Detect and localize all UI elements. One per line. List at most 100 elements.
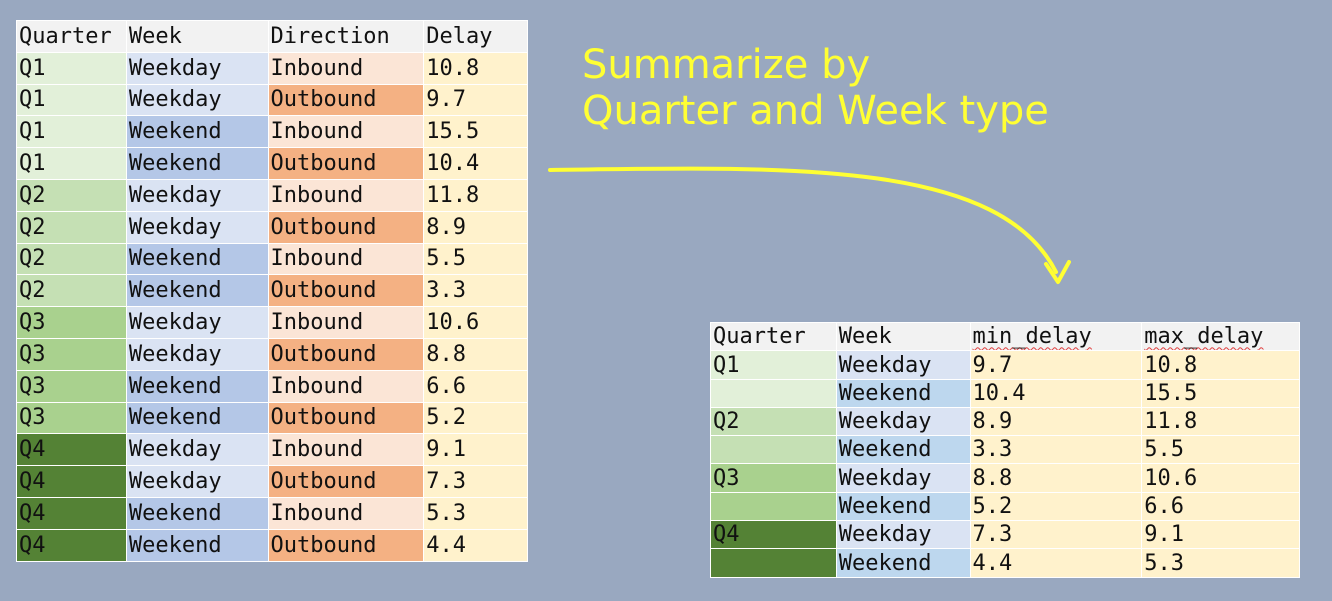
- caption-line-2: Quarter and Week type: [582, 88, 1049, 134]
- quarter-cell: Q1: [16, 83, 127, 117]
- min-delay-cell: 10.4: [969, 378, 1143, 408]
- table-row: Q1 Weekend Inbound 15.5: [16, 115, 528, 149]
- table-row: Q1 Weekend Outbound 10.4: [16, 147, 528, 180]
- week-cell: Weekend: [835, 548, 971, 578]
- delay-cell: 10.8: [423, 51, 528, 85]
- week-cell: Weekday: [125, 465, 269, 498]
- table-row: Q4 Weekend Inbound 5.3: [16, 496, 528, 530]
- table-row: Q2 Weekday Outbound 8.9: [16, 210, 528, 244]
- column-header: min_delay: [969, 321, 1143, 352]
- table-row: Q3 Weekend Outbound 5.2: [16, 401, 528, 435]
- week-cell: Weekend: [125, 115, 269, 149]
- column-header: Delay: [423, 20, 528, 53]
- summary-caption: Summarize by Quarter and Week type: [582, 42, 1049, 134]
- delay-cell: 11.8: [423, 178, 528, 212]
- max-delay-cell: 6.6: [1141, 491, 1300, 522]
- max-delay-cell: 15.5: [1141, 378, 1300, 408]
- delay-cell: 7.3: [423, 465, 528, 498]
- direction-cell: Outbound: [267, 528, 425, 562]
- quarter-cell: Q4: [16, 465, 127, 498]
- quarter-cell: Q2: [16, 242, 127, 276]
- column-header: Quarter: [16, 20, 127, 53]
- quarter-cell: Q4: [710, 520, 837, 550]
- week-cell: Weekend: [835, 435, 971, 465]
- direction-cell: Outbound: [267, 147, 425, 180]
- min-delay-cell: 4.4: [969, 548, 1143, 578]
- quarter-cell: Q2: [16, 210, 127, 244]
- table-row: Q4 Weekday Outbound 7.3: [16, 465, 528, 498]
- table-row: Q2 Weekday Inbound 11.8: [16, 178, 528, 212]
- direction-cell: Outbound: [267, 465, 425, 498]
- caption-line-1: Summarize by: [582, 42, 871, 88]
- direction-cell: Outbound: [267, 337, 425, 371]
- table-row: Q4 Weekend Outbound 4.4: [16, 528, 528, 562]
- direction-cell: Inbound: [267, 496, 425, 530]
- direction-cell: Inbound: [267, 115, 425, 149]
- week-cell: Weekday: [125, 210, 269, 244]
- table-row: Q3 Weekend Inbound 6.6: [16, 369, 528, 403]
- quarter-cell: Q3: [16, 401, 127, 435]
- max-delay-cell: 10.8: [1141, 350, 1300, 380]
- table-row: Weekend 10.4 15.5: [710, 378, 1300, 408]
- delay-cell: 15.5: [423, 115, 528, 149]
- max-delay-cell: 11.8: [1141, 406, 1300, 437]
- table-row: Weekend 5.2 6.6: [710, 491, 1300, 522]
- min-delay-cell: 8.9: [969, 406, 1143, 437]
- table-row: Q3 Weekday 8.8 10.6: [710, 463, 1300, 493]
- quarter-cell: Q1: [16, 51, 127, 85]
- table-header-row: Quarter Week Direction Delay: [16, 20, 528, 53]
- min-delay-cell: 7.3: [969, 520, 1143, 550]
- week-cell: Weekend: [125, 147, 269, 180]
- week-cell: Weekday: [835, 406, 971, 437]
- direction-cell: Inbound: [267, 433, 425, 467]
- week-cell: Weekend: [125, 274, 269, 308]
- delay-cell: 6.6: [423, 369, 528, 403]
- table-row: Weekend 3.3 5.5: [710, 435, 1300, 465]
- direction-cell: Outbound: [267, 83, 425, 117]
- quarter-cell: Q1: [16, 115, 127, 149]
- quarter-cell: Q3: [16, 306, 127, 339]
- direction-cell: Inbound: [267, 178, 425, 212]
- quarter-cell: Q3: [710, 463, 837, 493]
- table-row: Q3 Weekday Outbound 8.8: [16, 337, 528, 371]
- week-cell: Weekday: [125, 433, 269, 467]
- table-row: Q4 Weekday Inbound 9.1: [16, 433, 528, 467]
- min-delay-cell: 5.2: [969, 491, 1143, 522]
- week-cell: Weekday: [835, 520, 971, 550]
- direction-cell: Inbound: [267, 306, 425, 339]
- table-row: Q2 Weekend Outbound 3.3: [16, 274, 528, 308]
- table-row: Q1 Weekday Inbound 10.8: [16, 51, 528, 85]
- delay-cell: 3.3: [423, 274, 528, 308]
- delay-cell: 8.9: [423, 210, 528, 244]
- week-cell: Weekend: [125, 242, 269, 276]
- quarter-cell: Q1: [710, 350, 837, 380]
- max-delay-cell: 9.1: [1141, 520, 1300, 550]
- direction-cell: Outbound: [267, 274, 425, 308]
- quarter-cell: [710, 435, 837, 465]
- delay-cell: 10.6: [423, 306, 528, 339]
- direction-cell: Inbound: [267, 369, 425, 403]
- max-delay-cell: 5.5: [1141, 435, 1300, 465]
- quarter-cell: [710, 378, 837, 408]
- delay-cell: 8.8: [423, 337, 528, 371]
- week-cell: Weekday: [125, 306, 269, 339]
- week-cell: Weekday: [835, 350, 971, 380]
- quarter-cell: Q2: [16, 178, 127, 212]
- quarter-cell: [710, 548, 837, 578]
- delay-cell: 9.1: [423, 433, 528, 467]
- table-row: Q1 Weekday 9.7 10.8: [710, 350, 1300, 380]
- table-header-row: Quarter Week min_delay max_delay: [710, 321, 1300, 352]
- max-delay-cell: 5.3: [1141, 548, 1300, 578]
- column-header: Direction: [267, 20, 425, 53]
- week-cell: Weekend: [125, 528, 269, 562]
- table-row: Q3 Weekday Inbound 10.6: [16, 306, 528, 339]
- quarter-cell: Q1: [16, 147, 127, 180]
- column-header: Week: [835, 321, 971, 352]
- min-delay-cell: 9.7: [969, 350, 1143, 380]
- delay-cell: 10.4: [423, 147, 528, 180]
- delay-cell: 5.3: [423, 496, 528, 530]
- max-delay-cell: 10.6: [1141, 463, 1300, 493]
- table-row: Q2 Weekend Inbound 5.5: [16, 242, 528, 276]
- week-cell: Weekend: [835, 378, 971, 408]
- quarter-cell: Q3: [16, 369, 127, 403]
